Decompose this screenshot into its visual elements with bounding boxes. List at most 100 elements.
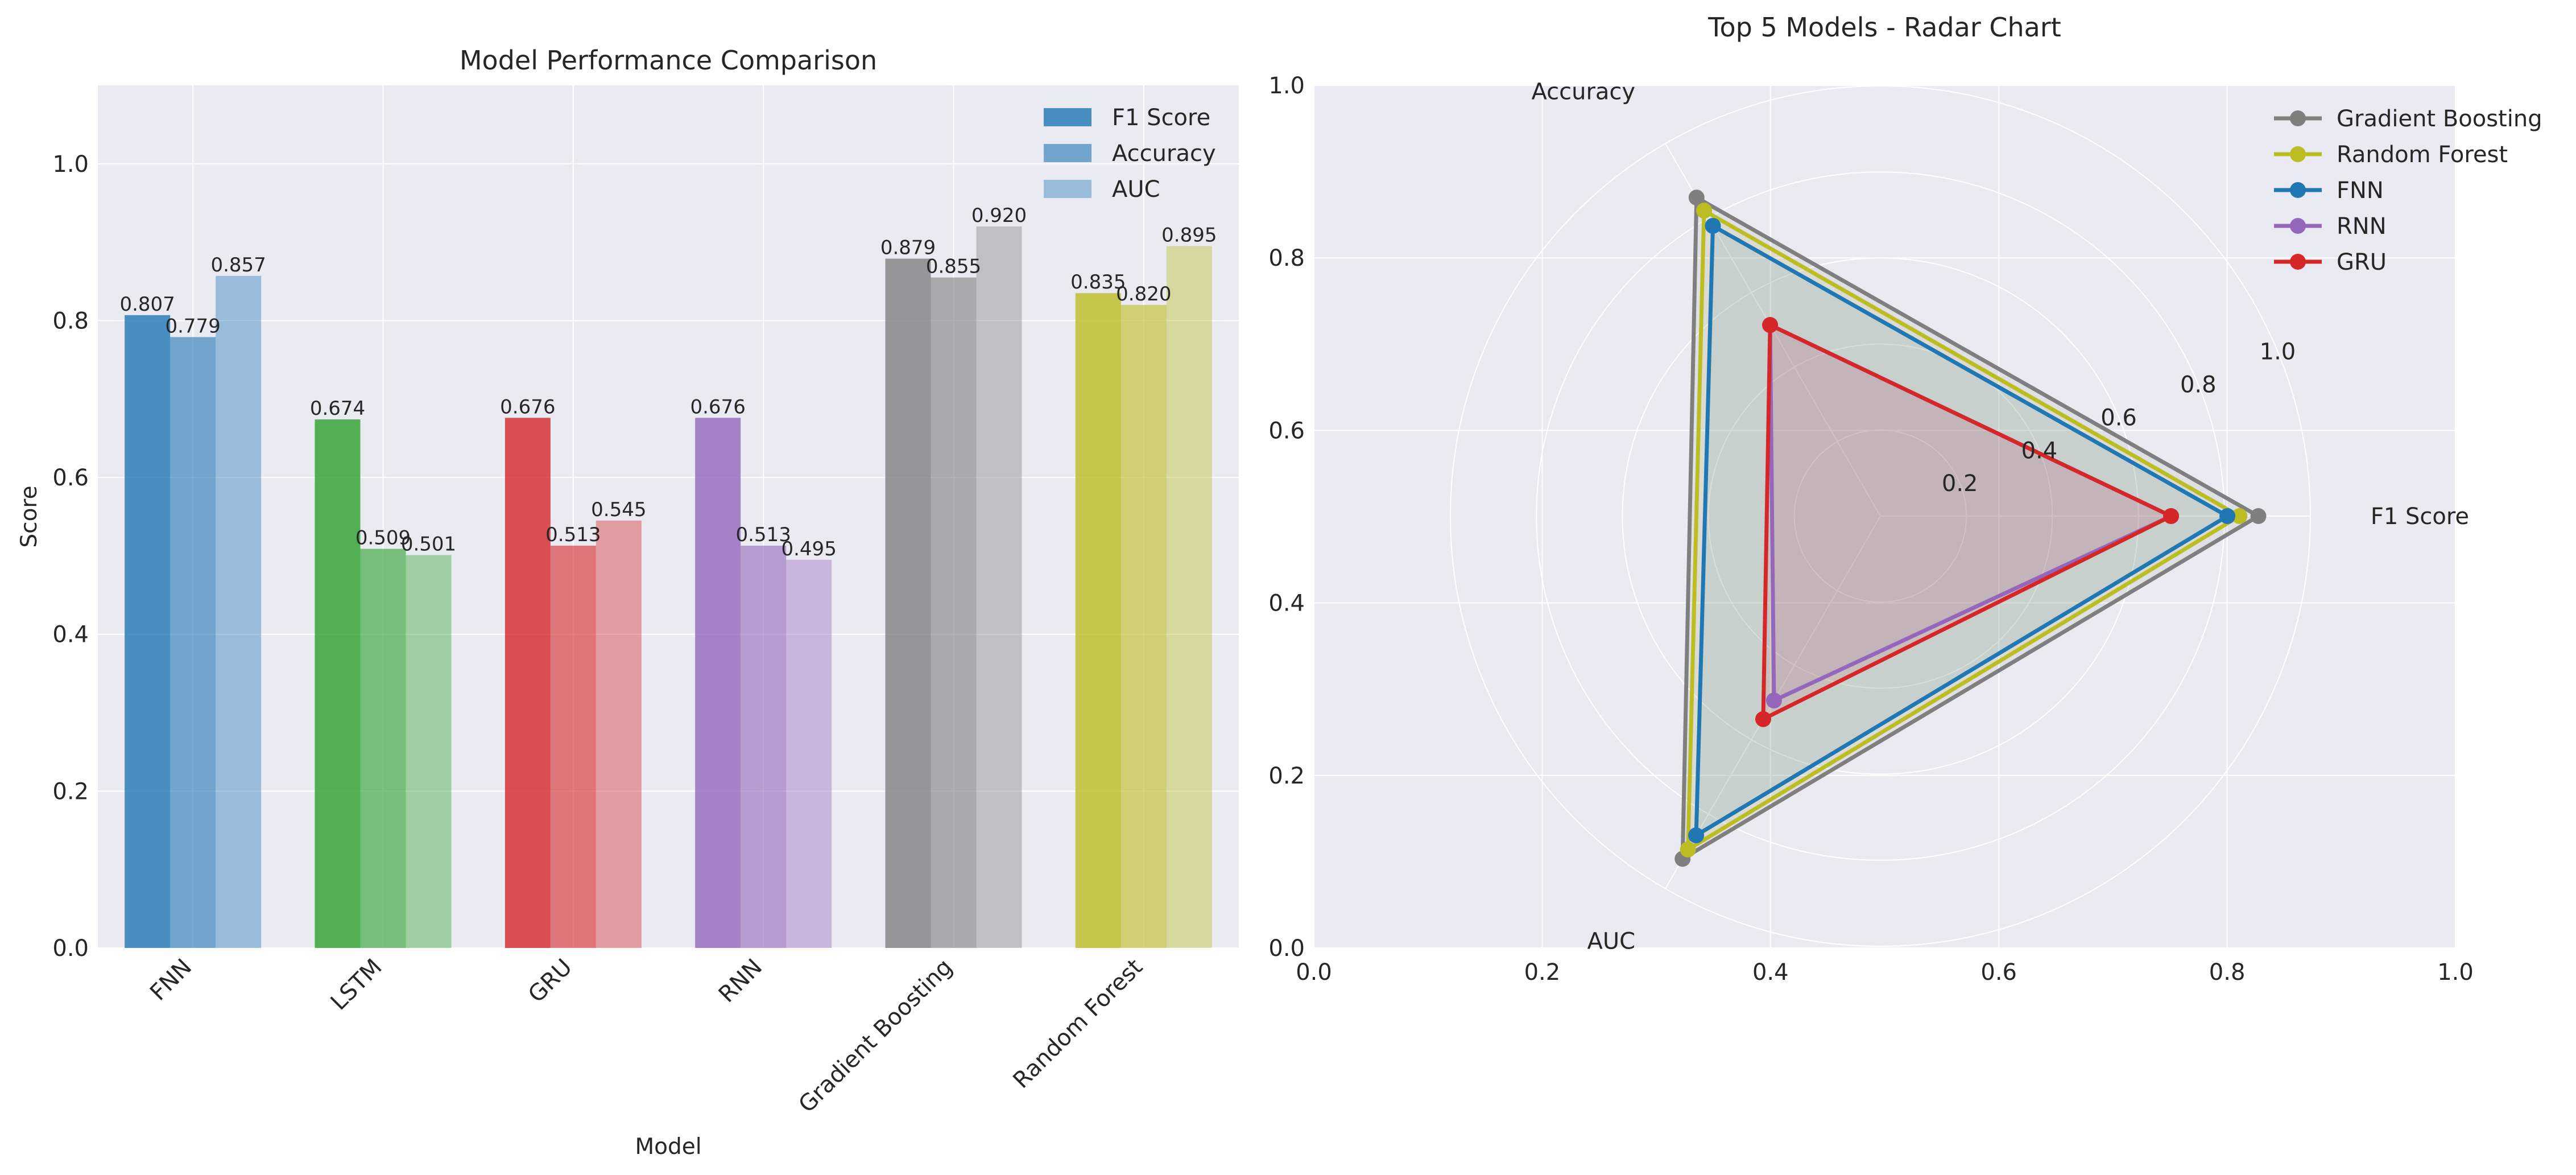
radar-legend: Gradient Boosting Random Forest FNN RNN GRU xyxy=(2274,106,2542,275)
radar-point xyxy=(1680,841,1696,857)
radar-series-fill xyxy=(1763,325,2172,719)
bar-value-label: 0.509 xyxy=(355,527,411,550)
bar-y-tick-label: 1.0 xyxy=(52,151,89,178)
radar-lines xyxy=(1680,195,2260,861)
bar xyxy=(1075,293,1121,948)
radar-y-tick-label: 0.6 xyxy=(1268,418,1305,444)
bar-value-label: 0.676 xyxy=(500,395,555,418)
radar-legend-marker xyxy=(2290,218,2306,234)
bar xyxy=(1120,304,1167,949)
bar xyxy=(596,520,642,948)
bar-value-label: 0.855 xyxy=(926,255,981,278)
radar-legend-label: GRU xyxy=(2337,249,2387,275)
bar-value-label: 0.895 xyxy=(1161,224,1217,247)
bar-legend-swatch xyxy=(1044,144,1091,162)
radar-point xyxy=(1688,827,1705,844)
bar-value-label: 0.676 xyxy=(690,395,745,418)
radar-y-tick-label: 0.4 xyxy=(1268,591,1305,617)
bar-value-label: 0.807 xyxy=(119,293,175,316)
radar-radial-tick-label: 0.4 xyxy=(2021,438,2058,464)
bar xyxy=(741,545,787,948)
radar-axis-label: AUC xyxy=(1587,928,1636,954)
radar-x-tick-label: 0.0 xyxy=(1296,959,1332,986)
bar-legend-label: Accuracy xyxy=(1112,141,1216,167)
radar-point xyxy=(1755,711,1771,727)
radar-point xyxy=(1762,317,1779,333)
radar-point xyxy=(2163,508,2180,524)
bar xyxy=(786,559,832,948)
bar-y-tick-label: 0.2 xyxy=(52,778,89,805)
radar-points xyxy=(1674,189,2267,867)
radar-chart-title: Top 5 Models - Radar Chart xyxy=(1707,12,2061,43)
bar-y-tick-label: 0.8 xyxy=(52,308,89,334)
radar-x-tick-label: 0.4 xyxy=(1752,959,1789,986)
bar xyxy=(1166,246,1212,948)
bar xyxy=(695,418,741,948)
bar xyxy=(931,277,977,948)
radar-x-tick-label: 1.0 xyxy=(2437,959,2474,986)
radar-axis-label: F1 Score xyxy=(2371,504,2469,530)
bar-legend-label: AUC xyxy=(1112,176,1160,203)
radar-point xyxy=(1765,692,1782,709)
bar-value-label: 0.674 xyxy=(310,397,365,420)
bar xyxy=(550,545,596,948)
bar xyxy=(976,226,1022,948)
bar xyxy=(315,419,361,948)
radar-point xyxy=(2250,508,2267,524)
radar-x-tick-label: 0.6 xyxy=(1980,959,2017,986)
radar-radial-tick-label: 0.6 xyxy=(2101,405,2137,431)
bar xyxy=(406,555,452,948)
bar-value-label: 0.779 xyxy=(165,315,220,337)
bar-value-label: 0.513 xyxy=(545,523,601,546)
bar-value-label: 0.545 xyxy=(591,498,646,521)
radar-y-tick-label: 0.0 xyxy=(1268,935,1305,962)
bar-plot-area xyxy=(98,85,1239,948)
radar-radial-tick-label: 1.0 xyxy=(2260,339,2296,365)
radar-series-fill xyxy=(1696,226,2228,836)
bar xyxy=(170,337,216,948)
radar-radial-tick-labels: 0.2 0.4 0.6 0.8 1.0 xyxy=(1942,339,2296,497)
radar-series-line xyxy=(1694,224,2230,838)
radar-series-line xyxy=(1680,195,2260,861)
radar-cartesian-ticks: 0.00.0 0.2 0.2 0.4 0.4 0.6 0.6 0.8 0.8 1.0 1.0 xyxy=(1268,73,2473,986)
radar-legend-marker xyxy=(2290,146,2306,162)
radar-y-tick-label: 1.0 xyxy=(1268,73,1305,99)
bar-legend-swatch xyxy=(1044,108,1091,126)
radar-series-line xyxy=(1761,323,2173,722)
radar-legend-marker xyxy=(2290,254,2306,270)
radar-x-tick-label: 0.8 xyxy=(2209,959,2246,986)
bar-marks xyxy=(125,226,1212,949)
bar-value-label: 0.857 xyxy=(210,254,266,277)
bar-y-ticks: 0.0 0.2 0.4 0.6 0.8 1.0 xyxy=(52,151,89,962)
bar-legend-label: F1 Score xyxy=(1112,105,1210,131)
radar-y-tick-label: 0.2 xyxy=(1268,763,1305,789)
radar-point xyxy=(1688,189,1705,206)
bar-legend: F1 Score Accuracy AUC xyxy=(1044,105,1216,203)
radar-axis-label: Accuracy xyxy=(1531,79,1635,105)
bar xyxy=(885,258,931,949)
bar-value-label: 0.501 xyxy=(401,533,456,556)
bar xyxy=(216,275,262,948)
bar-chart-title: Model Performance Comparison xyxy=(460,45,877,76)
bar xyxy=(360,549,406,948)
bar-x-axis-label: Model xyxy=(635,1134,701,1160)
radar-series-line xyxy=(1686,208,2242,852)
bar xyxy=(505,418,551,948)
radar-legend-marker xyxy=(2290,110,2306,126)
radar-point xyxy=(2231,508,2248,524)
bar-value-label: 0.495 xyxy=(781,538,836,560)
radar-legend-label: FNN xyxy=(2337,178,2384,204)
bar xyxy=(125,315,171,948)
radar-y-tick-label: 0.8 xyxy=(1268,245,1305,271)
radar-point xyxy=(1696,203,1713,219)
bar-y-tick-label: 0.6 xyxy=(52,465,89,491)
radar-legend-label: RNN xyxy=(2337,213,2387,240)
bar-legend-swatch xyxy=(1044,180,1091,198)
radar-x-tick-label: 0.2 xyxy=(1524,959,1561,986)
radar-series-fill xyxy=(1770,325,2172,701)
radar-legend-label: Random Forest xyxy=(2337,142,2508,168)
